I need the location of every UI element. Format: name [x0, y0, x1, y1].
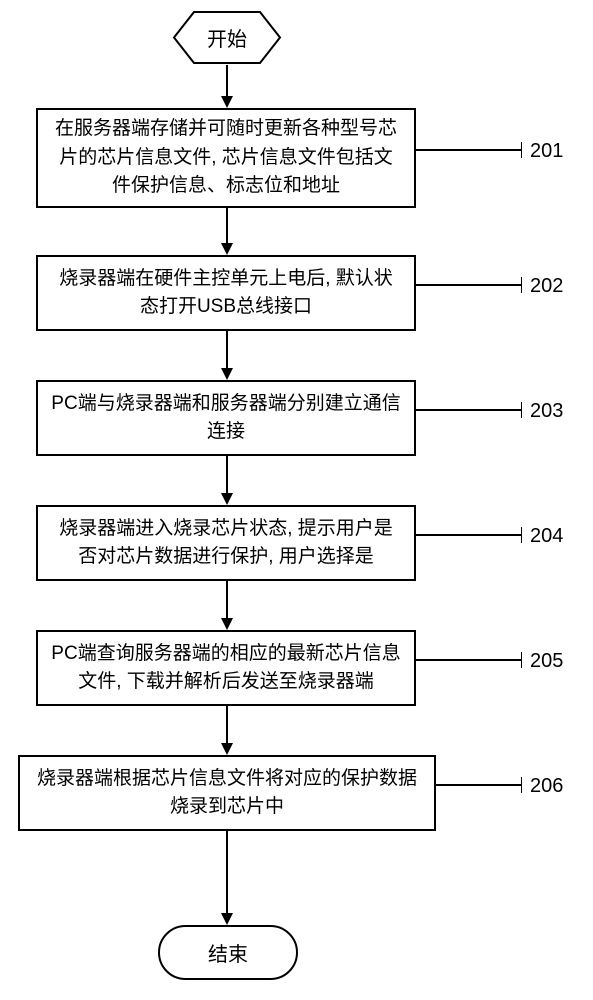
- step-201: 在服务器端存储并可随时更新各种型号芯片的芯片信息文件, 芯片信息文件包括文件保护…: [36, 108, 416, 208]
- flow-arrow-0: [219, 65, 235, 108]
- ref-206: 206: [530, 775, 563, 798]
- ref-connector-3: [416, 525, 522, 545]
- step-205-text: PC端查询服务器端的相应的最新芯片信息文件, 下载并解析后发送至烧录器端: [50, 640, 402, 697]
- flowchart-container: 开始 在服务器端存储并可随时更新各种型号芯片的芯片信息文件, 芯片信息文件包括文…: [0, 0, 593, 1000]
- ref-202: 202: [530, 275, 563, 298]
- ref-connector-0: [416, 140, 522, 160]
- step-203-text: PC端与烧录器端和服务器端分别建立通信连接: [50, 390, 402, 447]
- step-206-text: 烧录器端根据芯片信息文件将对应的保护数据烧录到芯片中: [32, 765, 422, 822]
- flow-arrow-6: [219, 831, 235, 925]
- end-label: 结束: [208, 938, 248, 967]
- ref-connector-2: [416, 400, 522, 420]
- step-201-text: 在服务器端存储并可随时更新各种型号芯片的芯片信息文件, 芯片信息文件包括文件保护…: [50, 115, 402, 201]
- step-206: 烧录器端根据芯片信息文件将对应的保护数据烧录到芯片中: [18, 755, 436, 831]
- ref-204: 204: [530, 525, 563, 548]
- ref-connector-5: [436, 775, 522, 795]
- step-203: PC端与烧录器端和服务器端分别建立通信连接: [36, 380, 416, 456]
- step-204-text: 烧录器端进入烧录芯片状态, 提示用户是否对芯片数据进行保护, 用户选择是: [50, 515, 402, 572]
- ref-connector-4: [416, 650, 522, 670]
- ref-connector-1: [416, 275, 522, 295]
- ref-203: 203: [530, 400, 563, 423]
- start-label: 开始: [172, 10, 282, 65]
- step-202-text: 烧录器端在硬件主控单元上电后, 默认状态打开USB总线接口: [50, 265, 402, 322]
- ref-201: 201: [530, 140, 563, 163]
- start-terminator: 开始: [172, 10, 282, 65]
- end-terminator: 结束: [158, 925, 298, 980]
- flow-arrow-1: [219, 208, 235, 255]
- step-205: PC端查询服务器端的相应的最新芯片信息文件, 下载并解析后发送至烧录器端: [36, 630, 416, 706]
- ref-205: 205: [530, 650, 563, 673]
- step-204: 烧录器端进入烧录芯片状态, 提示用户是否对芯片数据进行保护, 用户选择是: [36, 505, 416, 581]
- flow-arrow-4: [219, 581, 235, 630]
- flow-arrow-3: [219, 456, 235, 505]
- flow-arrow-2: [219, 331, 235, 380]
- step-202: 烧录器端在硬件主控单元上电后, 默认状态打开USB总线接口: [36, 255, 416, 331]
- flow-arrow-5: [219, 706, 235, 755]
